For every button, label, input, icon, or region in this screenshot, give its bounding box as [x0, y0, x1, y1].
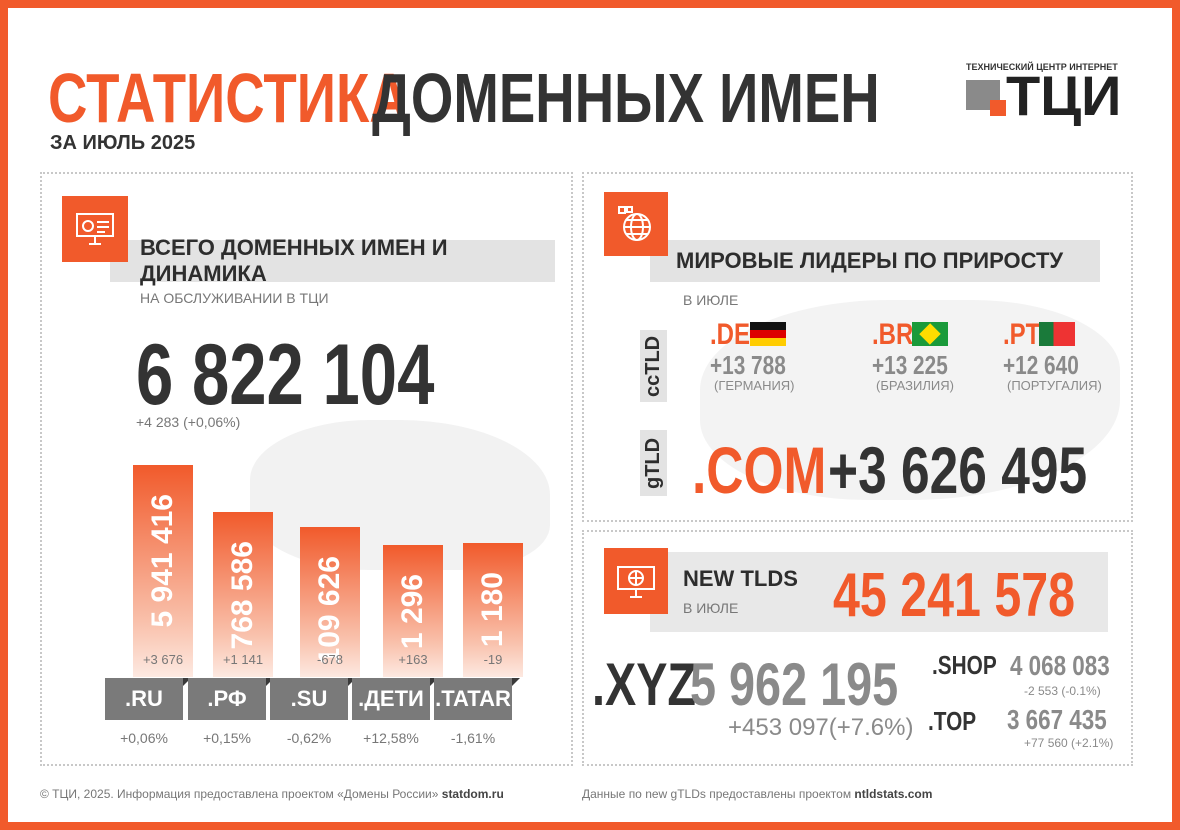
total-heading: ВСЕГО ДОМЕННЫХ ИМЕН И ДИНАМИКА: [140, 235, 448, 286]
cctld-tld: .PT: [1003, 318, 1041, 351]
period: ЗА ИЮЛЬ 2025: [50, 132, 196, 154]
portugal-flag: [1039, 322, 1075, 346]
gtld-tld: .COM: [692, 433, 827, 507]
footer-left: © ТЦИ, 2025. Информация предоставлена пр…: [40, 787, 504, 801]
bar-0: 5 941 416: [133, 465, 193, 677]
tld-percent: -0,62%: [286, 730, 332, 746]
leaders-heading: МИРОВЫЕ ЛИДЕРЫ ПО ПРИРОСТУ: [676, 248, 1064, 273]
monitor-dashboard-icon: [62, 196, 128, 262]
bar-delta: +163: [398, 652, 428, 667]
leaders-sub: В ИЮЛЕ: [683, 292, 739, 308]
total-value: 6 822 104: [136, 327, 435, 423]
tld-label: .ДЕТИ: [352, 678, 438, 720]
tld-label: .РФ: [188, 678, 274, 720]
globe-icon: [604, 192, 668, 256]
bar-value-label: 1 296: [396, 574, 429, 650]
total-change: +4 283 (+0,06%): [136, 414, 241, 430]
bar-value-label: 109 626: [313, 556, 346, 665]
tld-percent: +12,58%: [363, 730, 419, 746]
xyz-value: 5 962 195: [690, 651, 899, 718]
top-change: +77 560 (+2.1%): [1024, 736, 1114, 750]
statdom-link[interactable]: statdom.ru: [441, 787, 504, 801]
newtlds-sub: В ИЮЛЕ: [683, 600, 739, 616]
total-panel: [40, 172, 573, 766]
gtld-value: +3 626 495: [828, 433, 1088, 507]
ntldstats-link[interactable]: ntldstats.com: [854, 787, 933, 801]
cctld-value: +13 225: [872, 350, 948, 380]
tld-percent: +0,15%: [203, 730, 251, 746]
bar-2: 109 626: [300, 527, 360, 677]
brazil-flag: [912, 322, 948, 346]
bar-1: 768 586: [213, 512, 273, 677]
globe-monitor-icon: [604, 548, 668, 614]
bar-delta: -678: [316, 652, 344, 667]
bar-value-label: 768 586: [226, 541, 259, 650]
tld-percent: +0,06%: [120, 730, 168, 746]
page-title: СТАТИСТИКА: [48, 59, 409, 137]
bar-value-label: 5 941 416: [146, 494, 179, 628]
germany-flag: [750, 322, 786, 346]
cctld-country: (ПОРТУГАЛИЯ): [1007, 378, 1102, 393]
bar-4: 1 180: [463, 543, 523, 677]
newtlds-heading: NEW TLDS: [683, 566, 798, 591]
cctld-item: .DE +13 788 (ГЕРМАНИЯ): [710, 318, 805, 393]
tld-percent: -1,61%: [450, 730, 496, 746]
xyz-change: +453 097(+7.6%): [728, 714, 914, 741]
logo-caption: ТЕХНИЧЕСКИЙ ЦЕНТР ИНТЕРНЕТ: [966, 62, 1118, 72]
bar-delta: +3 676: [142, 652, 184, 667]
shop-change: -2 553 (-0.1%): [1024, 684, 1101, 698]
leaders-panel: [582, 172, 1133, 522]
logo: ТЦИ: [1006, 64, 1122, 127]
total-sub: НА ОБСЛУЖИВАНИИ В ТЦИ: [140, 290, 329, 306]
cctld-label: ccTLD: [640, 330, 667, 402]
page-title-rest: ДОМЕННЫХ ИМЕН: [372, 59, 880, 137]
tld-label: .SU: [270, 678, 356, 720]
cctld-item: .BR +13 225 (БРАЗИЛИЯ): [872, 318, 967, 393]
top-value: 3 667 435: [1007, 704, 1107, 735]
bar-3: 1 296: [383, 545, 443, 677]
xyz-tld: .XYZ: [592, 651, 697, 718]
bar-value-label: 1 180: [476, 572, 509, 648]
bar-delta: +1 141: [222, 652, 264, 667]
cctld-value: +13 788: [710, 350, 786, 380]
cctld-country: (ГЕРМАНИЯ): [714, 378, 795, 393]
bar-delta: -19: [483, 652, 503, 667]
gtld-label: gTLD: [640, 430, 667, 496]
cctld-tld: .DE: [710, 318, 751, 351]
tld-label: .TATAR: [434, 678, 520, 720]
shop-tld: .SHOP: [932, 650, 997, 680]
tld-label: .RU: [105, 678, 191, 720]
footer-right: Данные по new gTLDs предоставлены проект…: [582, 787, 933, 801]
cctld-country: (БРАЗИЛИЯ): [876, 378, 954, 393]
cctld-item: .PT +12 640 (ПОРТУГАЛИЯ): [1003, 318, 1102, 393]
newtlds-value: 45 241 578: [833, 561, 1076, 630]
top-tld: .TOP: [928, 706, 977, 736]
shop-value: 4 068 083: [1010, 650, 1110, 681]
newtlds-panel: [582, 530, 1133, 766]
cctld-value: +12 640: [1003, 350, 1079, 380]
cctld-tld: .BR: [872, 318, 914, 351]
